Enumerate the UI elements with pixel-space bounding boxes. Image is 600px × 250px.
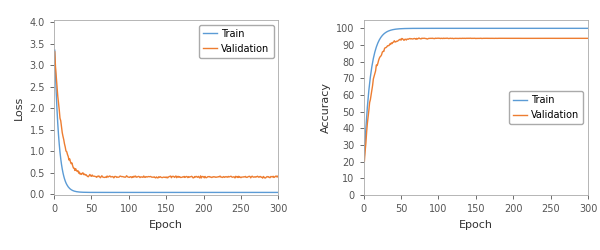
Validation — [564, 37, 571, 40]
Legend: Train, Validation: Train, Validation — [199, 25, 274, 58]
Train — [188, 191, 195, 194]
Validation — [52, 65, 59, 68]
Validation — [254, 175, 261, 178]
Validation — [584, 37, 592, 40]
Train — [254, 191, 262, 194]
Train — [275, 191, 282, 194]
Train — [52, 72, 59, 75]
Validation — [239, 176, 247, 178]
Validation — [361, 160, 368, 163]
Train — [584, 27, 592, 30]
Y-axis label: Loss: Loss — [14, 95, 24, 120]
X-axis label: Epoch: Epoch — [149, 220, 183, 230]
Y-axis label: Accuracy: Accuracy — [320, 82, 331, 133]
Validation — [184, 176, 191, 179]
Line: Train: Train — [364, 28, 588, 156]
Train — [361, 154, 368, 157]
Validation — [188, 175, 195, 178]
X-axis label: Epoch: Epoch — [459, 220, 493, 230]
Train — [241, 191, 248, 194]
Validation — [51, 50, 58, 53]
Validation — [184, 175, 191, 178]
Validation — [550, 37, 557, 40]
Legend: Train, Validation: Train, Validation — [509, 91, 583, 124]
Validation — [499, 37, 506, 40]
Line: Validation: Validation — [55, 52, 278, 178]
Validation — [494, 37, 501, 40]
Train — [494, 27, 501, 30]
Train — [51, 49, 58, 52]
Train — [223, 191, 230, 194]
Validation — [494, 37, 502, 40]
Train — [362, 140, 369, 142]
Line: Train: Train — [55, 50, 278, 192]
Validation — [275, 176, 282, 179]
Validation — [259, 177, 266, 180]
Train — [184, 191, 191, 194]
Train — [497, 27, 505, 30]
Train — [493, 27, 500, 30]
Validation — [362, 150, 369, 153]
Validation — [415, 36, 422, 40]
Train — [549, 27, 556, 30]
Line: Validation: Validation — [364, 38, 588, 161]
Train — [184, 191, 191, 194]
Train — [563, 27, 571, 30]
